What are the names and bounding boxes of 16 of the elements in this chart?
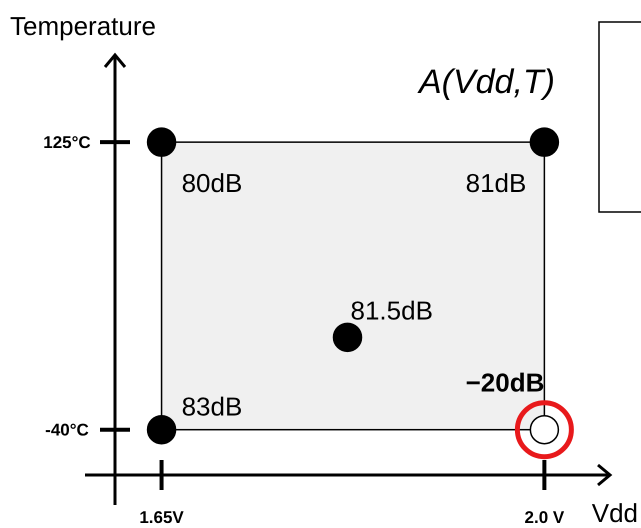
x-tick-label: 1.65V (139, 508, 184, 527)
chart-title: A(Vdd,T) (416, 63, 555, 101)
point (332, 322, 362, 352)
annotation: 80dB (182, 168, 242, 198)
annotation: 83dB (182, 392, 242, 422)
y-tick-label: -40°C (45, 420, 89, 440)
x-axis-title: Vdd (592, 498, 638, 528)
point (146, 414, 176, 444)
x-tick-label: 2.0 V (524, 508, 565, 527)
y-axis-title: Temperature (10, 11, 156, 41)
point (530, 127, 560, 157)
annotation: 81dB (466, 168, 526, 198)
y-tick-label: 125°C (43, 133, 91, 152)
annotation: 81.5dB (350, 295, 433, 326)
annotation: −20dB (466, 368, 544, 398)
point (146, 127, 176, 157)
